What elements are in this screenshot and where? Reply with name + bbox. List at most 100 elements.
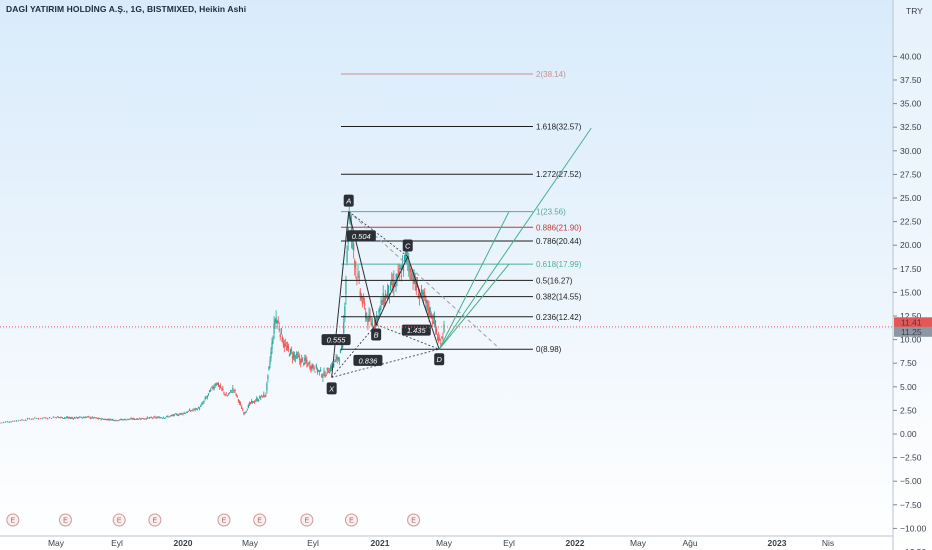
pattern-point-badge	[371, 328, 382, 341]
candle-body	[121, 419, 124, 421]
candle-body	[138, 418, 140, 420]
pattern-ratio-label: 0.555	[327, 336, 347, 345]
candle-body	[120, 419, 122, 421]
candle-body	[280, 328, 282, 334]
candle-body	[360, 296, 362, 299]
candle-body	[396, 274, 398, 279]
y-tick-label: 15.00	[900, 287, 922, 297]
y-tick-label: −5.00	[900, 476, 922, 486]
candle-body	[367, 318, 369, 326]
candle-body	[397, 269, 399, 272]
candle-body	[410, 275, 412, 280]
candle-body	[346, 250, 348, 263]
candle-body	[108, 419, 110, 421]
candle-body	[311, 364, 313, 369]
candle-body	[119, 418, 121, 420]
candle-body	[65, 417, 68, 419]
candle-body	[208, 390, 211, 393]
candle-body	[422, 292, 424, 295]
pattern-point-badge	[343, 194, 354, 207]
fib-level-label: 1.618(32.57)	[536, 123, 582, 132]
candle-body	[262, 396, 264, 398]
candle-body	[254, 402, 256, 403]
y-tick-label: 25.00	[900, 193, 922, 203]
candle-body	[155, 417, 157, 419]
candle-body	[126, 419, 128, 421]
candle-body	[117, 420, 119, 422]
candle-body	[97, 418, 99, 419]
candle-body	[233, 390, 235, 392]
candle-body	[433, 317, 435, 320]
candle-body	[285, 347, 287, 349]
candle-body	[28, 418, 30, 420]
candle-body	[227, 394, 230, 396]
candle-body	[80, 417, 82, 419]
earnings-marker-label: E	[117, 518, 122, 525]
x-tick-label: 2021	[371, 538, 390, 548]
candle-body	[187, 410, 190, 412]
currency-label: TRY	[906, 6, 923, 16]
earnings-marker	[407, 513, 421, 527]
candle-body	[248, 402, 251, 405]
pattern-leg	[348, 211, 377, 325]
candle-body	[267, 374, 269, 380]
y-tick-label: 5.00	[900, 382, 917, 392]
candle-body	[245, 411, 247, 413]
candle-body	[225, 394, 227, 396]
candle-body	[136, 418, 139, 420]
earnings-marker	[217, 513, 231, 527]
candle-body	[217, 383, 220, 387]
candle-body	[230, 390, 232, 392]
candle-body	[215, 383, 217, 386]
candle-body	[168, 416, 170, 418]
candle-body	[257, 399, 259, 401]
candle-body	[221, 387, 223, 389]
candle-body	[70, 417, 72, 419]
candle-body	[14, 420, 16, 422]
price-label-badge	[894, 326, 932, 337]
candle-body	[392, 283, 394, 288]
candle-body	[153, 416, 155, 418]
candle-body	[249, 402, 252, 404]
candle-body	[100, 418, 102, 420]
candle-body	[315, 365, 317, 369]
pattern-ratio-line	[376, 324, 440, 350]
candle-body	[335, 357, 337, 359]
candle-body	[156, 417, 158, 419]
x-tick-label: 2022	[566, 538, 585, 548]
candle-body	[272, 340, 274, 343]
candle-body	[135, 418, 138, 420]
candle-body	[425, 296, 427, 303]
pattern-point-label: C	[405, 242, 411, 251]
earnings-marker-label: E	[11, 518, 16, 525]
candle-body	[1, 422, 3, 424]
candle-body	[199, 408, 201, 410]
candle-body	[287, 346, 290, 350]
candle-body	[309, 364, 311, 369]
fib-level-label: 0.236(12.42)	[536, 313, 582, 322]
candle-body	[376, 315, 378, 321]
candle-body	[62, 418, 65, 419]
candle-body	[154, 416, 156, 418]
candle-body	[296, 353, 298, 356]
y-tick-label: 22.50	[900, 217, 922, 227]
candle-body	[152, 417, 154, 419]
candle-body	[214, 385, 216, 387]
candle-body	[432, 321, 434, 324]
candle-body	[54, 417, 56, 418]
y-tick-label: 17.50	[900, 264, 922, 274]
candle-body	[98, 418, 100, 420]
candle-body	[82, 417, 84, 419]
candle-body	[206, 396, 208, 397]
candle-body	[148, 417, 151, 419]
candle-body	[204, 397, 206, 400]
candle-body	[23, 420, 25, 421]
candle-body	[105, 419, 107, 421]
candle-body	[71, 417, 73, 419]
candle-body	[366, 316, 368, 320]
candle-body	[237, 399, 239, 401]
candle-body	[438, 337, 440, 341]
candle-body	[304, 357, 306, 361]
candle-body	[164, 417, 166, 419]
